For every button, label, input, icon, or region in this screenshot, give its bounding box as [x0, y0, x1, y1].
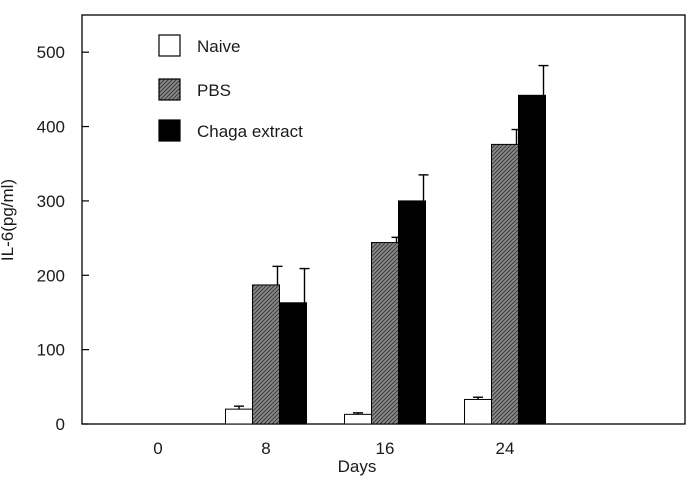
y-tick-label: 100 [37, 341, 65, 360]
legend-swatch-white [158, 34, 181, 57]
y-tick-label: 500 [37, 43, 65, 62]
legend-swatch-hatched [158, 78, 181, 101]
bar-black [518, 94, 546, 425]
legend-label: Naive [197, 37, 240, 56]
x-tick-label: 0 [153, 439, 162, 458]
legend: Naive PBS Chaga extract [158, 34, 303, 142]
bar-hatched [252, 284, 280, 425]
bar-hatched [491, 143, 519, 425]
legend-label: Chaga extract [197, 122, 303, 141]
bar-black [398, 200, 426, 425]
bar-white [464, 398, 492, 425]
bar-white [344, 413, 372, 425]
y-axis-title: IL-6(pg/ml) [0, 179, 17, 261]
y-axis: 0 100 200 300 400 500 [37, 43, 89, 434]
x-axis: 0 8 16 24 [153, 439, 514, 458]
y-tick-label: 0 [56, 415, 65, 434]
y-tick-label: 300 [37, 192, 65, 211]
y-tick-label: 400 [37, 118, 65, 137]
legend-label: PBS [197, 81, 231, 100]
x-axis-title: Days [338, 457, 377, 476]
bar-black [279, 302, 307, 425]
y-tick-label: 200 [37, 266, 65, 285]
legend-swatch-black [158, 119, 181, 142]
x-tick-label: 16 [376, 439, 395, 458]
x-tick-label: 24 [496, 439, 515, 458]
x-tick-label: 8 [261, 439, 270, 458]
bar-hatched [371, 242, 399, 425]
bar-white [225, 408, 253, 425]
bars [225, 64, 549, 425]
